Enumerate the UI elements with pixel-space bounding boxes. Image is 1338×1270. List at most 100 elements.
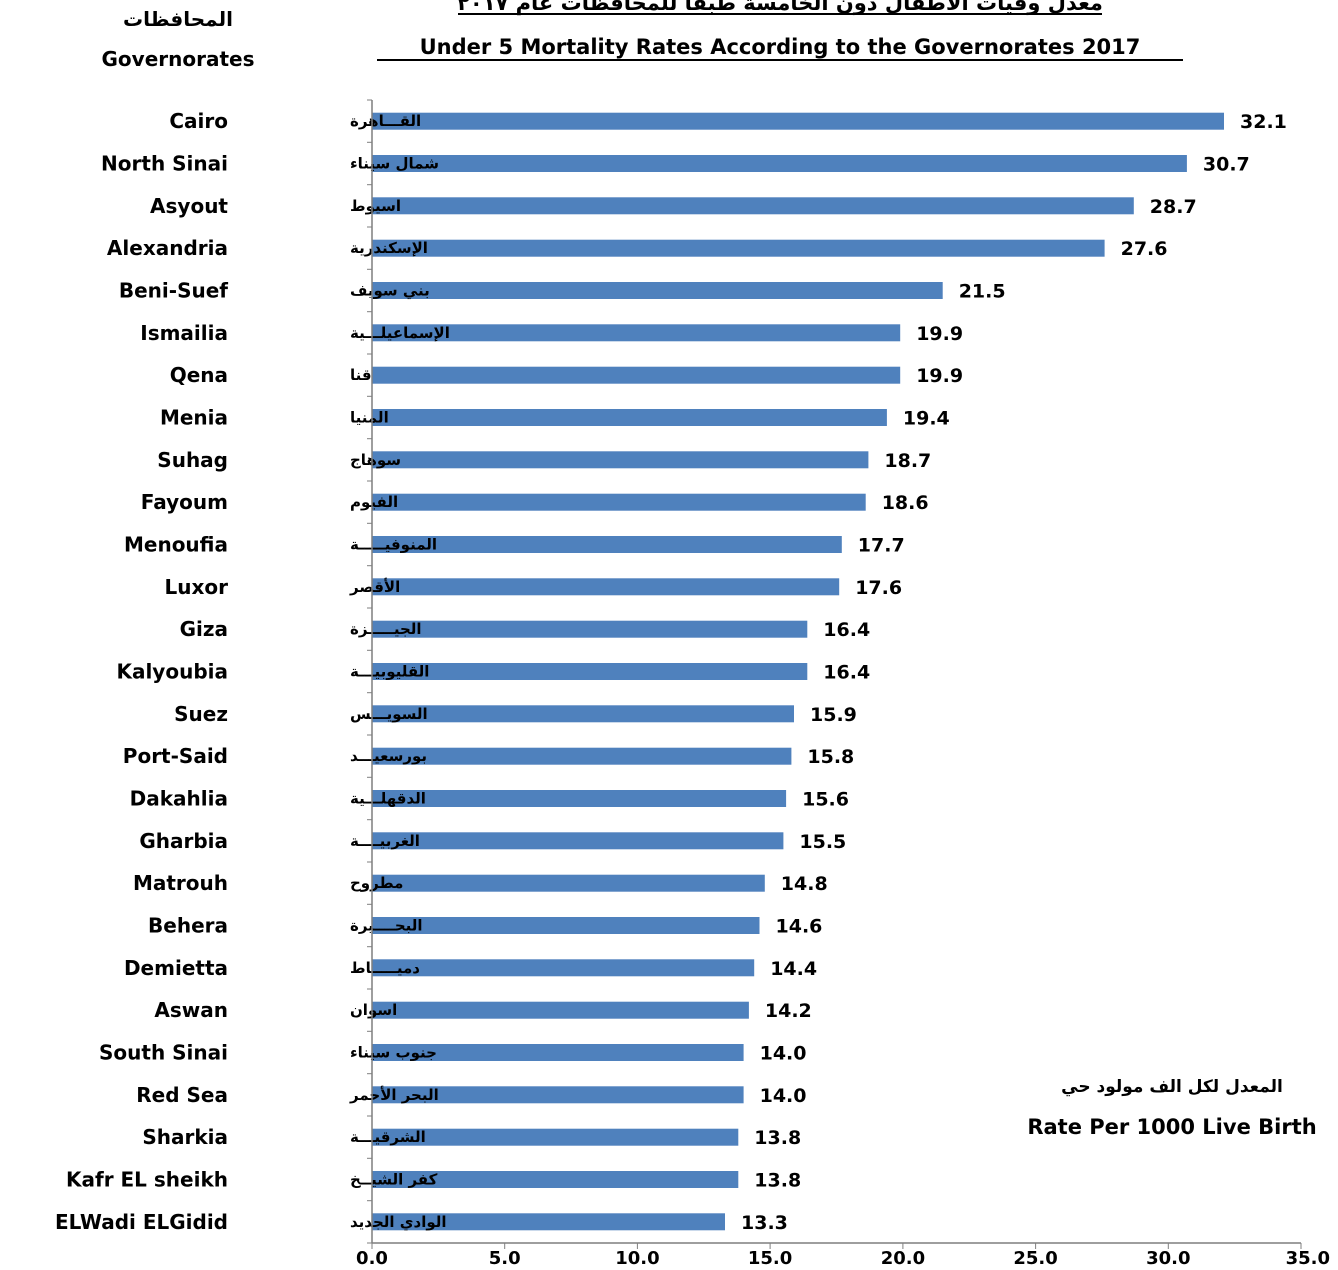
category-label-7: Menia [160, 406, 228, 430]
category-header-arabic: المحافظات [123, 7, 233, 31]
bar-9 [372, 493, 866, 511]
category-label-arabic-7: المنيا [350, 409, 389, 427]
category-label-arabic-2: اسيوط [350, 197, 401, 215]
bar-14 [372, 705, 794, 723]
bar-18 [372, 874, 765, 892]
x-tick-label-3: 15.0 [748, 1248, 792, 1269]
category-label-13: Kalyoubia [116, 660, 228, 684]
bar-25 [372, 1171, 739, 1188]
category-label-arabic-23: البحر الأحمر [349, 1086, 439, 1104]
category-label-4: Beni-Suef [119, 279, 228, 303]
bar-5 [372, 324, 901, 342]
value-label-15: 15.8 [807, 746, 854, 768]
x-tick-label-4: 20.0 [881, 1248, 925, 1269]
unit-label-arabic: المعدل لكل الف مولود حي [1061, 1077, 1283, 1097]
value-label-26: 13.3 [741, 1212, 788, 1234]
bar-26 [372, 1213, 725, 1231]
category-label-arabic-13: القليوبيـــة [350, 663, 429, 681]
category-label-21: Aswan [154, 998, 228, 1022]
category-label-15: Port-Said [123, 744, 228, 768]
value-label-18: 14.8 [781, 873, 828, 895]
category-label-arabic-16: الدقهلـــية [350, 790, 426, 808]
category-label-25: Kafr EL sheikh [66, 1168, 228, 1192]
bar-24 [372, 1128, 739, 1146]
bar-11 [372, 578, 840, 596]
category-label-arabic-25: كفر الشيــخ [350, 1171, 438, 1189]
category-label-5: Ismailia [140, 321, 228, 345]
value-label-1: 30.7 [1203, 154, 1250, 176]
bar-8 [372, 451, 869, 469]
category-label-arabic-1: شمال سيناء [350, 155, 439, 173]
category-label-19: Behera [148, 914, 228, 938]
x-tick-label-6: 30.0 [1146, 1248, 1190, 1269]
value-label-22: 14.0 [760, 1043, 807, 1065]
bar-23 [372, 1086, 744, 1104]
category-label-arabic-12: الجيـــــزة [350, 620, 422, 638]
value-label-16: 15.6 [802, 789, 849, 811]
value-label-13: 16.4 [823, 662, 870, 684]
category-label-26: ELWadi ELGidid [55, 1210, 228, 1234]
category-label-arabic-26: الوادي الجديد [350, 1213, 447, 1232]
value-label-5: 19.9 [916, 323, 963, 345]
category-label-arabic-5: الإسماعيلـــية [350, 324, 450, 342]
category-label-6: Qena [170, 363, 228, 387]
bar-21 [372, 1001, 749, 1019]
value-label-6: 19.9 [916, 365, 963, 387]
category-label-arabic-6: قنا [350, 366, 372, 384]
category-label-arabic-8: سوهاج [350, 451, 401, 469]
value-label-25: 13.8 [754, 1170, 801, 1192]
bar-20 [372, 959, 755, 977]
bar-17 [372, 832, 784, 850]
category-label-1: North Sinai [101, 152, 228, 176]
category-label-arabic-11: الأقصر [349, 578, 400, 596]
value-label-4: 21.5 [959, 281, 1006, 303]
bar-6 [372, 366, 901, 384]
value-label-3: 27.6 [1121, 238, 1168, 260]
category-label-20: Demietta [124, 956, 228, 980]
value-label-2: 28.7 [1150, 196, 1197, 218]
x-tick-label-2: 10.0 [615, 1248, 659, 1269]
category-label-arabic-15: بورسعيـــد [350, 747, 427, 765]
category-label-2: Asyout [150, 194, 228, 218]
value-label-21: 14.2 [765, 1000, 812, 1022]
bar-19 [372, 917, 760, 934]
bar-12 [372, 620, 808, 638]
x-tick-label-5: 25.0 [1013, 1248, 1057, 1269]
value-label-23: 14.0 [760, 1085, 807, 1107]
bar-3 [372, 239, 1105, 257]
value-label-8: 18.7 [884, 450, 931, 472]
bar-22 [372, 1044, 744, 1061]
category-label-17: Gharbia [139, 829, 228, 853]
value-label-24: 13.8 [754, 1127, 801, 1149]
value-label-10: 17.7 [858, 535, 905, 557]
value-label-20: 14.4 [770, 958, 817, 980]
category-label-11: Luxor [165, 575, 229, 599]
bar-4 [372, 282, 943, 299]
x-tick-label-7: 35.0 [1286, 1248, 1330, 1269]
category-label-12: Giza [180, 617, 228, 641]
category-labels: القـــاهرة Cairo شمال سيناء North Sinai اسيو… [55, 109, 450, 1234]
category-label-arabic-18: مطروح [350, 874, 403, 892]
category-label-0: Cairo [169, 109, 228, 133]
category-label-arabic-4: بني سويف [350, 282, 430, 300]
value-label-19: 14.6 [776, 916, 823, 938]
value-label-11: 17.6 [855, 577, 902, 599]
category-label-arabic-20: دميـــــاط [350, 959, 420, 977]
category-label-16: Dakahlia [130, 787, 228, 811]
category-label-arabic-14: السويـــس [350, 705, 428, 723]
value-label-9: 18.6 [882, 492, 929, 514]
category-label-24: Sharkia [142, 1125, 228, 1149]
category-label-18: Matrouh [133, 871, 228, 895]
category-label-3: Alexandria [107, 236, 228, 260]
value-label-12: 16.4 [823, 619, 870, 641]
bar-16 [372, 790, 787, 807]
value-label-0: 32.1 [1240, 111, 1287, 133]
category-label-23: Red Sea [136, 1083, 228, 1107]
bar-1 [372, 155, 1187, 172]
category-label-8: Suhag [157, 448, 228, 472]
category-label-arabic-10: المنوفيـــــة [350, 536, 437, 554]
category-label-arabic-24: الشرقيـــة [350, 1128, 426, 1146]
bar-7 [372, 409, 887, 426]
bar-15 [372, 747, 792, 765]
category-label-arabic-17: الغربيــــة [350, 832, 420, 850]
